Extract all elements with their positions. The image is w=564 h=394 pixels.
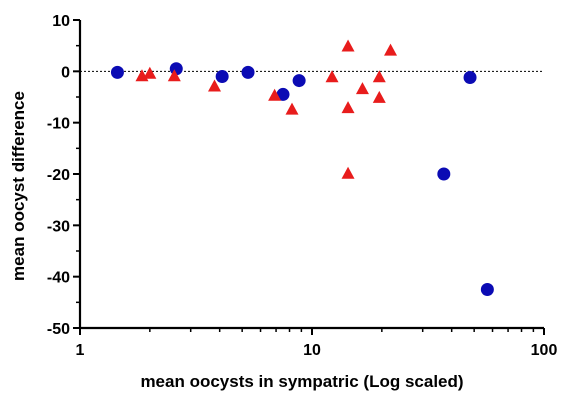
triangle-data-point [341,166,355,179]
x-axis-title: mean oocysts in sympatric (Log scaled) [140,372,463,391]
triangle-data-point [325,70,339,83]
circle-data-point [292,74,306,88]
circle-data-point [110,65,124,79]
x-tick-label: 10 [303,342,321,359]
circle-data-point [437,167,451,181]
y-tick-label: -30 [47,218,70,235]
triangle-data-point [285,102,299,115]
triangle-data-point [355,82,369,95]
circle-data-point [480,283,494,296]
triangle-data-point [341,39,355,52]
data-points [110,39,494,296]
triangle-data-point [341,101,355,114]
triangle-data-point [372,70,386,83]
tick-labels: 100-10-20-30-40-501 10 100 [47,13,558,359]
y-tick-label: -10 [47,116,70,133]
triangle-data-point [384,43,398,56]
circle-data-point [463,70,477,84]
circle-data-point [241,65,255,79]
y-tick-label: -50 [47,321,70,338]
circle-data-point [276,87,290,101]
triangle-data-point [268,88,282,101]
y-tick-label: -40 [47,270,70,287]
x-tick-label: 100 [531,342,558,359]
triangle-data-point [208,79,222,92]
y-tick-label: -20 [47,167,70,184]
triangle-data-point [167,69,181,82]
triangle-data-point [372,90,386,103]
circle-data-point [215,69,229,83]
y-tick-label: 10 [52,13,70,30]
y-tick-label: 0 [61,64,70,81]
axes [73,19,545,335]
x-tick-label: 1 [76,342,85,359]
triangle-data-point [143,66,157,79]
y-axis-title: mean oocyst difference [9,91,28,281]
